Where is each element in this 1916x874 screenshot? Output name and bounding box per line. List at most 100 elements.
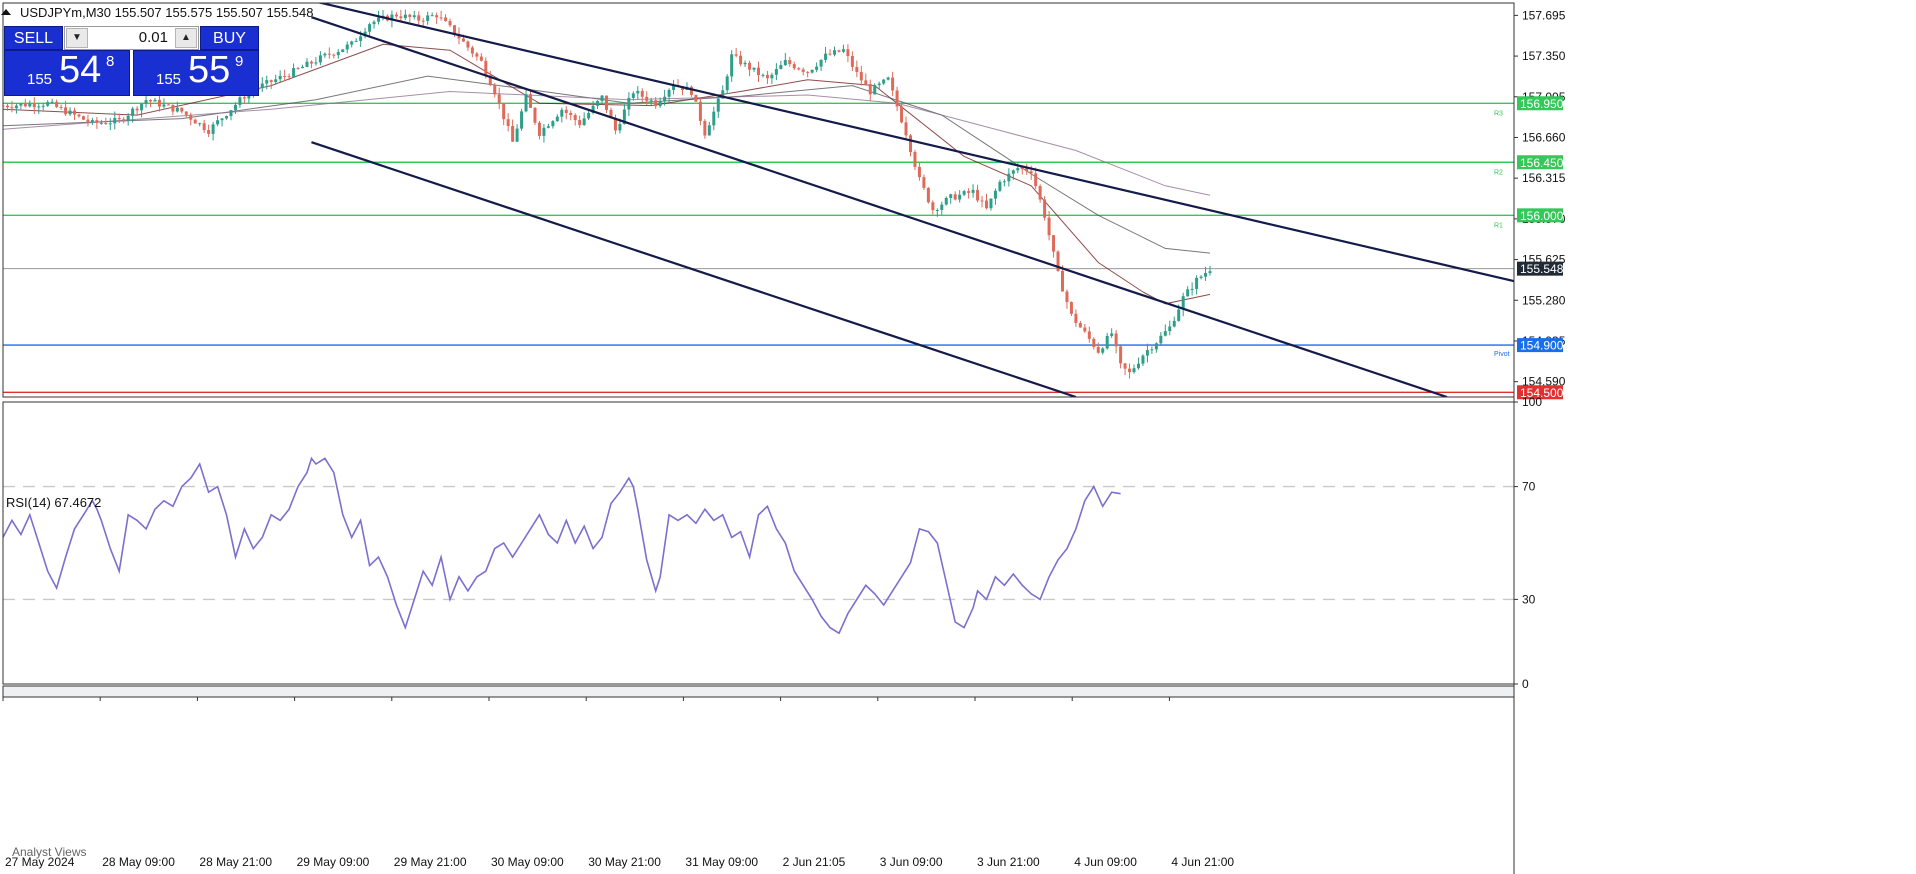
- rsi-pane[interactable]: [2, 456, 1514, 635]
- candle-body: [1074, 313, 1078, 323]
- candle-body: [439, 17, 443, 19]
- candle-body: [350, 41, 354, 45]
- candle-body: [913, 152, 917, 167]
- candle-body: [663, 96, 667, 102]
- candle-body: [917, 166, 921, 178]
- price-tick-label: 156.660: [1522, 130, 1566, 144]
- candle-body: [77, 114, 81, 117]
- candle-body: [815, 66, 819, 70]
- time-tick-label: 29 May 09:00: [297, 855, 370, 869]
- lot-size-value[interactable]: 0.01: [138, 29, 168, 46]
- symbol-info: USDJPYm,M30 155.507 155.575 155.507 155.…: [20, 5, 313, 20]
- candle-body: [435, 15, 439, 18]
- moving-average-MA-fast: [3, 43, 1211, 305]
- candle-body: [591, 105, 595, 113]
- candle-body: [95, 120, 99, 123]
- candle-body: [175, 107, 179, 112]
- time-tick-label: 29 May 21:00: [394, 855, 467, 869]
- time-tick-label: 28 May 21:00: [199, 855, 272, 869]
- candle-body: [430, 15, 434, 17]
- candle-body: [984, 200, 988, 209]
- candle-body: [1163, 331, 1167, 336]
- trendline-channel-lower[interactable]: [311, 141, 1077, 397]
- candle-body: [949, 194, 953, 198]
- candle-body: [372, 21, 376, 25]
- candle-body: [779, 65, 783, 70]
- candle-body: [1190, 288, 1194, 290]
- candle-body: [140, 103, 144, 111]
- candle-body: [229, 110, 233, 117]
- candle-body: [461, 38, 465, 42]
- candle-body: [444, 17, 448, 22]
- candle-body: [904, 122, 908, 136]
- candle-body: [73, 110, 77, 115]
- moving-average-MA-slow: [3, 90, 1211, 196]
- candle-body: [658, 101, 662, 107]
- price-tick-label: 155.280: [1522, 293, 1566, 307]
- buy-price[interactable]: 155 55 9: [133, 49, 259, 96]
- candle-body: [1007, 173, 1011, 182]
- candle-body: [1056, 251, 1060, 271]
- candle-body: [23, 103, 27, 107]
- candle-body: [1029, 171, 1033, 174]
- sell-button[interactable]: SELL: [4, 26, 63, 50]
- candle-body: [958, 194, 962, 200]
- candle-body: [850, 56, 854, 67]
- buy-button[interactable]: BUY: [200, 26, 259, 50]
- candle-body: [1145, 350, 1149, 356]
- candle-body: [309, 61, 313, 64]
- level-badge-156.450: [1517, 155, 1563, 170]
- candle-body: [1016, 168, 1020, 171]
- candle-body: [453, 25, 457, 35]
- candle-body: [265, 80, 269, 84]
- candle-body: [631, 93, 635, 98]
- candle-body: [274, 79, 278, 83]
- candle-body: [792, 64, 796, 69]
- candle-body: [269, 80, 273, 83]
- candle-body: [622, 109, 626, 125]
- candle-body: [734, 54, 738, 56]
- collapse-icon[interactable]: [1, 9, 11, 15]
- candle-body: [573, 115, 577, 121]
- candle-body: [1025, 168, 1029, 172]
- candle-body: [318, 55, 322, 63]
- lot-decrease-icon[interactable]: ▼: [66, 28, 88, 48]
- candle-body: [1087, 331, 1091, 339]
- candle-body: [743, 62, 747, 65]
- level-badge-text-156.450: 156.450: [1520, 156, 1564, 170]
- candle-body: [931, 202, 935, 211]
- time-tick-label: 2 Jun 21:05: [783, 855, 846, 869]
- candle-body: [1101, 348, 1105, 353]
- lot-increase-icon[interactable]: ▲: [175, 28, 197, 48]
- buy-price-pip: 9: [235, 53, 244, 70]
- candle-body: [564, 109, 568, 113]
- candle-body: [479, 56, 483, 61]
- candle-body: [944, 197, 948, 205]
- candle-body: [757, 67, 760, 76]
- candle-body: [551, 121, 555, 127]
- candle-body: [993, 190, 997, 199]
- lot-size-input[interactable]: ▼ 0.01 ▲: [64, 26, 199, 50]
- candle-body: [1186, 289, 1190, 297]
- candle-body: [667, 90, 671, 97]
- sell-price[interactable]: 155 54 8: [4, 49, 130, 96]
- trendline-channel-middle[interactable]: [311, 16, 1448, 397]
- candle-body: [1060, 270, 1064, 292]
- candle-body: [654, 100, 658, 107]
- candle-body: [926, 187, 930, 203]
- candle-body: [493, 85, 497, 95]
- candle-body: [600, 95, 604, 101]
- time-tick-label: 30 May 09:00: [491, 855, 564, 869]
- candle-body: [46, 102, 50, 106]
- candle-body: [873, 85, 877, 95]
- candle-body: [202, 123, 206, 131]
- candle-body: [953, 194, 957, 200]
- candle-body: [64, 107, 68, 115]
- price-pane[interactable]: R3 R2 R1 Pivot: [2, 1, 1814, 397]
- candle-body: [555, 116, 559, 122]
- candle-body: [149, 100, 153, 102]
- candle-body: [198, 123, 202, 125]
- trendline-channel-upper[interactable]: [311, 1, 1813, 351]
- candle-body: [399, 16, 403, 19]
